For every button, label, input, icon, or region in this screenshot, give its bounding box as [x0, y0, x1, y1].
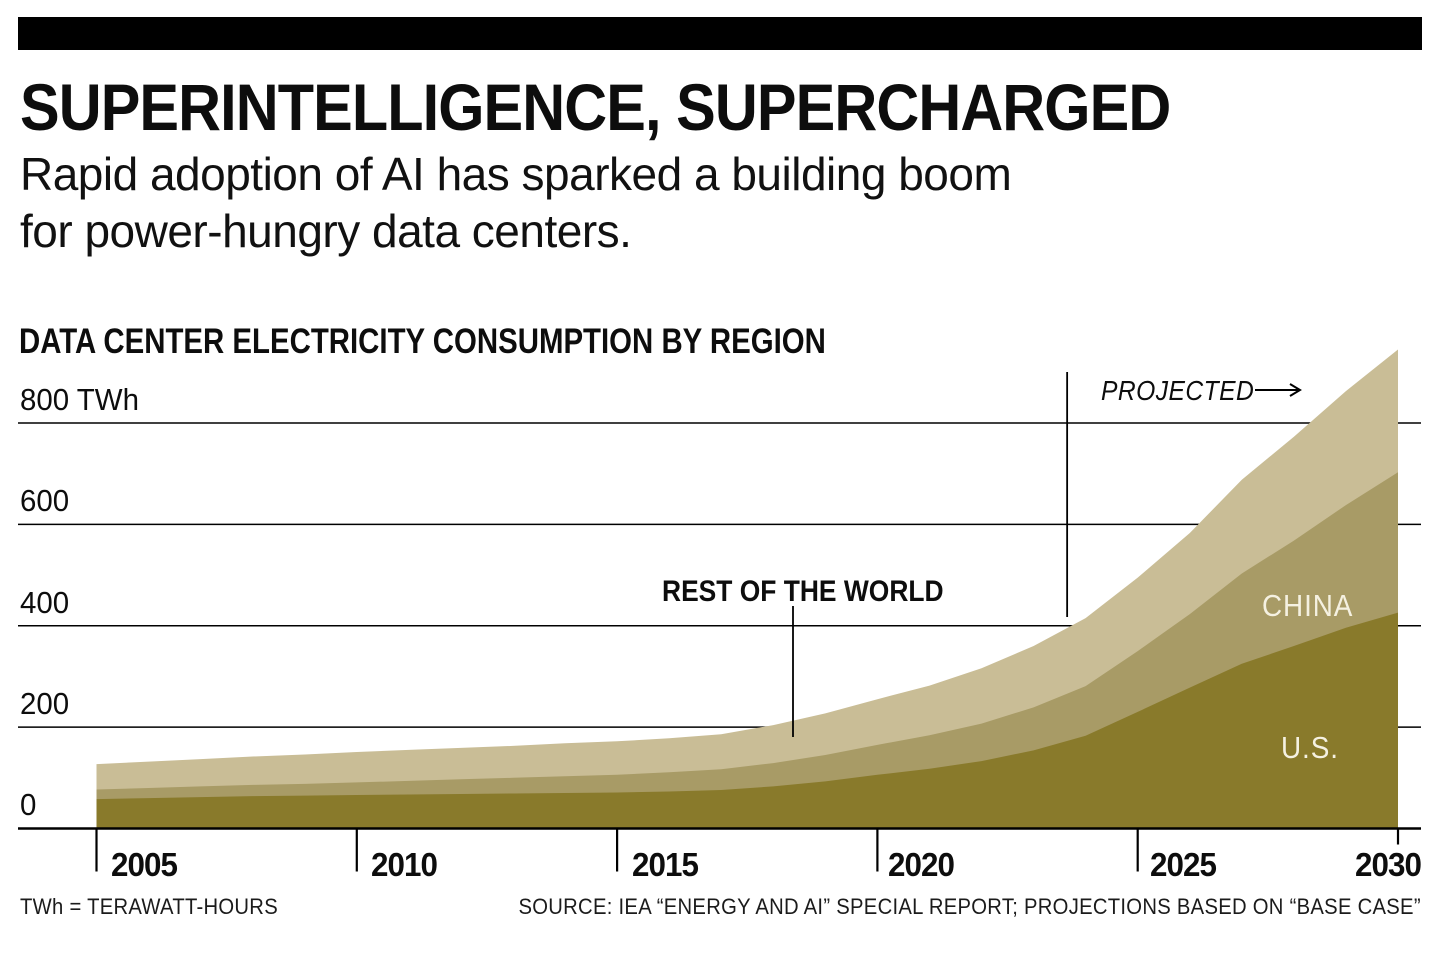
y-tick-label-0: 0	[20, 787, 37, 822]
page-subtitle: Rapid adoption of AI has sparked a build…	[20, 148, 1012, 257]
x-tick-label-2020: 2020	[888, 846, 955, 883]
y-tick-label-400: 400	[20, 585, 70, 620]
x-tick-label-2015: 2015	[632, 846, 699, 883]
page-title: SUPERINTELLIGENCE, SUPERCHARGED	[20, 70, 1171, 144]
y-tick-label-600: 600	[20, 483, 70, 518]
top-black-bar	[18, 17, 1422, 50]
projected-arrowhead-icon	[1289, 383, 1302, 397]
projected-annotation-label: PROJECTED	[1101, 375, 1255, 406]
x-tick-label-2030: 2030	[1355, 846, 1422, 883]
rest-of-world-annotation-label: REST OF THE WORLD	[662, 575, 944, 608]
china-series-label: CHINA	[1262, 588, 1354, 623]
x-tick-label-2005: 2005	[111, 846, 178, 883]
area-u-s	[96, 612, 1398, 829]
chart-title: DATA CENTER ELECTRICITY CONSUMPTION BY R…	[19, 322, 826, 361]
y-tick-label-800: 800 TWh	[20, 382, 139, 417]
y-tick-label-200: 200	[20, 686, 70, 721]
us-series-label: U.S.	[1281, 730, 1339, 765]
x-tick-label-2010: 2010	[371, 846, 438, 883]
unit-footnote: TWh = TERAWATT-HOURS	[20, 894, 278, 919]
x-tick-label-2025: 2025	[1150, 846, 1217, 883]
source-footnote: SOURCE: IEA “ENERGY AND AI” SPECIAL REPO…	[518, 894, 1421, 919]
